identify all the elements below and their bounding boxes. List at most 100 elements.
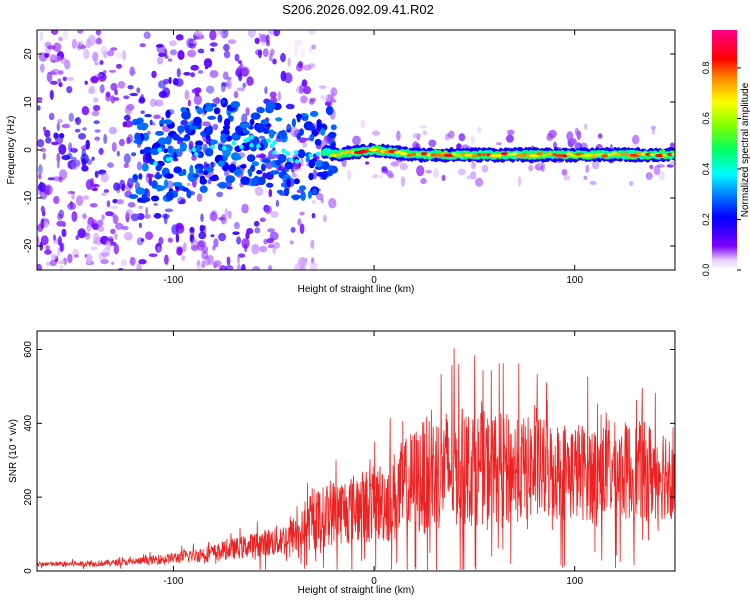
spectrogram-energy-blob (145, 152, 152, 162)
spectrogram-noise-blob (78, 133, 86, 140)
spectrogram-energy-blob (151, 180, 158, 189)
spectrogram-noise-blob (188, 140, 194, 150)
spectrogram-noise-blob (60, 242, 65, 252)
spectrogram-noise-blob (114, 89, 118, 96)
spectrogram-y-tick-label: -20 (23, 238, 34, 253)
spectrogram-noise-blob (233, 221, 240, 230)
spectrogram-noise-blob (481, 164, 489, 173)
spectrogram-noise-blob (420, 178, 427, 185)
spectrogram-noise-blob (70, 147, 77, 151)
spectrogram-noise-blob (244, 243, 248, 253)
spectrogram-noise-blob (316, 193, 324, 201)
spectrogram-energy-blob (163, 119, 173, 125)
spectrogram-noise-blob (212, 123, 219, 131)
spectrogram-energy-blob (242, 127, 248, 134)
spectrogram-noise-blob (92, 51, 99, 62)
spectrogram-noise-blob (563, 174, 570, 181)
spectrogram-noise-blob (161, 87, 171, 98)
spectrogram-noise-blob (57, 260, 66, 264)
spectrogram-energy-blob (300, 191, 306, 201)
spectrogram-noise-blob (187, 49, 197, 58)
spectrogram-noise-blob (37, 97, 43, 102)
spectrogram-noise-blob (45, 137, 52, 144)
spectrogram-noise-blob (125, 212, 130, 223)
spectrogram-noise-blob (57, 235, 62, 247)
spectrogram-noise-blob (82, 213, 87, 220)
spectrogram-noise-blob (352, 135, 361, 146)
spectrogram-noise-blob (101, 192, 107, 197)
spectrogram-energy-blob (196, 151, 204, 159)
spectrogram-noise-blob (108, 69, 117, 73)
spectrogram-noise-blob (360, 119, 366, 129)
snr-y-tick-label: 0 (23, 568, 34, 574)
spectrogram-noise-blob (138, 173, 143, 180)
spectrogram-noise-blob (105, 211, 114, 217)
spectrogram-noise-blob (175, 34, 184, 41)
snr-panel: -100 0 100 0 200 400 600 Height of straight l… (8, 330, 676, 596)
spectrogram-noise-blob (59, 264, 64, 270)
spectrogram-noise-blob (123, 163, 129, 169)
spectrogram-noise-blob (74, 128, 81, 133)
signal-band-core (335, 153, 342, 157)
spectrogram-noise-blob (110, 205, 119, 209)
spectrogram-y-tick-label: 10 (23, 96, 34, 108)
spectrogram-noise-blob (585, 164, 590, 173)
spectrogram-energy-blob (251, 161, 259, 167)
spectrogram-noise-blob (628, 180, 634, 186)
spectrogram-noise-blob (110, 47, 118, 51)
spectrogram-noise-blob (591, 160, 600, 170)
spectrogram-energy-blob (142, 197, 151, 203)
spectrogram-noise-blob (234, 53, 240, 62)
spectrogram-noise-blob (82, 195, 89, 200)
spectrogram-noise-blob (127, 177, 134, 189)
spectrogram-noise-blob (73, 254, 79, 258)
spectrogram-energy-blob (217, 160, 225, 167)
spectrogram-noise-blob (154, 99, 164, 107)
spectrogram-noise-blob (390, 161, 400, 167)
spectrogram-noise-blob (286, 129, 291, 133)
spectrogram-noise-blob (232, 231, 240, 235)
spectrogram-noise-blob (122, 225, 129, 231)
spectrogram-noise-blob (365, 161, 370, 165)
spectrogram-noise-blob (285, 103, 295, 110)
spectrogram-noise-blob (76, 195, 84, 207)
spectrogram-noise-blob (58, 36, 63, 42)
spectrogram-noise-blob (145, 172, 152, 184)
spectrogram-noise-blob (138, 97, 146, 104)
spectrogram-noise-blob (145, 206, 149, 216)
spectrogram-noise-blob (116, 52, 124, 59)
spectrogram-noise-blob (242, 82, 247, 89)
signal-band-core (411, 152, 418, 156)
spectrogram-noise-blob (298, 256, 307, 267)
spectrogram-noise-blob (140, 238, 145, 242)
spectrogram-noise-blob (44, 52, 50, 58)
spectrogram-noise-blob (126, 103, 135, 111)
spectrogram-energy-blob (299, 128, 304, 136)
spectrogram-noise-blob (227, 210, 232, 219)
spectrogram-noise-blob (176, 68, 181, 78)
spectrogram-energy-blob (280, 129, 287, 139)
spectrogram-noise-blob (209, 30, 217, 41)
snr-frame (36, 330, 676, 572)
spectrogram-noise-blob (81, 106, 90, 116)
signal-band-core (601, 154, 609, 158)
spectrogram-noise-blob (209, 211, 218, 222)
spectrogram-noise-blob (93, 120, 100, 125)
spectrogram-noise-blob (94, 73, 103, 77)
spectrogram-energy-blob (257, 176, 266, 186)
signal-band-core (536, 152, 544, 156)
spectrogram-noise-blob (191, 155, 197, 161)
spectrogram-noise-blob (433, 168, 439, 178)
signal-band-core (515, 154, 524, 158)
spectrogram-noise-blob (457, 168, 466, 176)
spectrogram-marks (37, 30, 675, 270)
spectrogram-noise-blob (51, 68, 60, 76)
signal-band-core (671, 152, 675, 156)
spectrogram-noise-blob (574, 127, 579, 136)
spectrogram-noise-blob (53, 55, 62, 62)
spectrogram-noise-blob (67, 190, 76, 195)
spectrogram-noise-blob (158, 236, 164, 245)
spectrogram-energy-blob (199, 185, 208, 193)
spectrogram-energy-blob (155, 164, 162, 172)
spectrogram-energy-blob (163, 179, 169, 189)
